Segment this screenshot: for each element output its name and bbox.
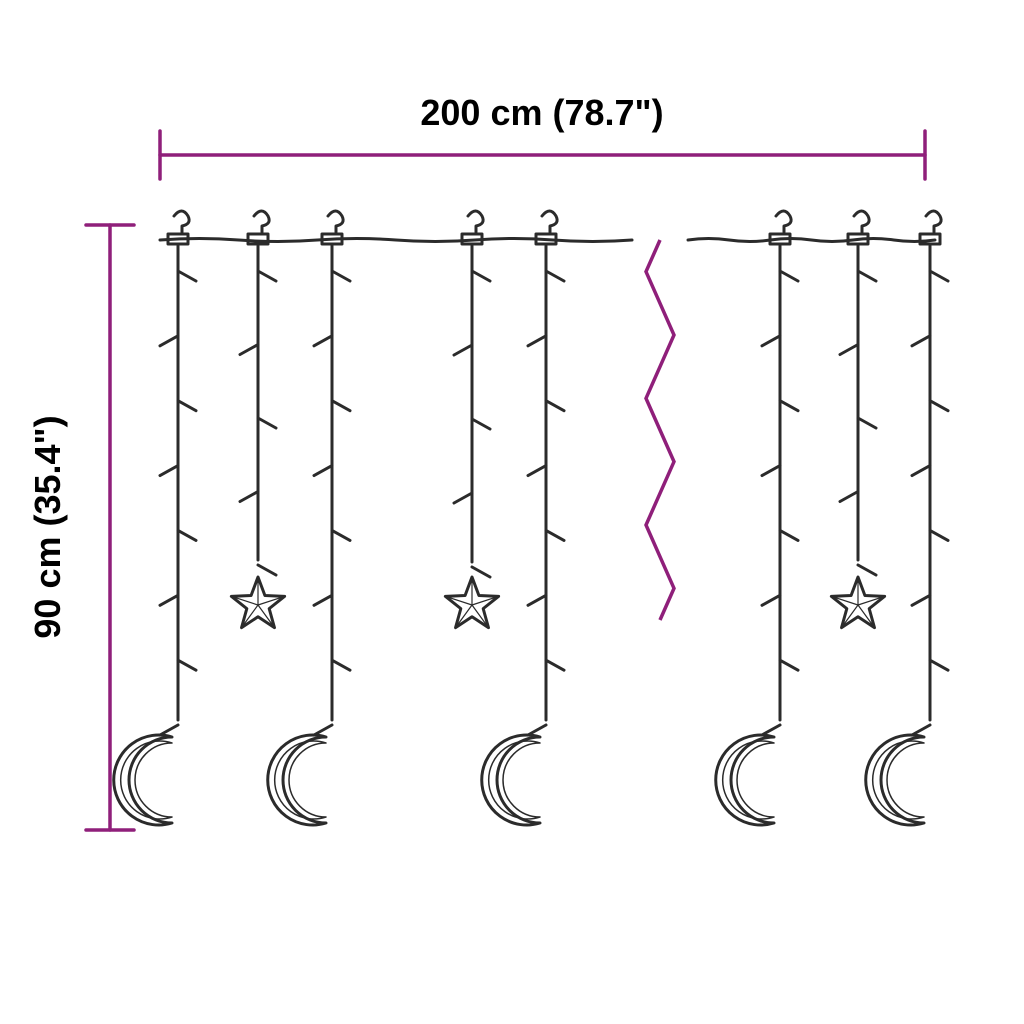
hook-icon	[926, 211, 941, 232]
top-wire-right	[688, 239, 935, 242]
strand-star	[831, 246, 884, 628]
strand-moon	[716, 246, 798, 825]
moon-icon	[866, 735, 924, 825]
break-mark	[646, 240, 674, 620]
width-label: 200 cm (78.7")	[420, 92, 663, 133]
strand-moon	[866, 246, 948, 825]
dimension-lines	[86, 131, 925, 830]
clip-hook	[248, 211, 269, 244]
product-drawing	[114, 211, 948, 825]
clip-hook	[920, 211, 941, 244]
hook-icon	[174, 211, 189, 232]
height-label: 90 cm (35.4")	[27, 415, 68, 638]
clip-body	[920, 234, 940, 244]
hook-icon	[254, 211, 269, 232]
hook-icon	[776, 211, 791, 232]
hook-icon	[854, 211, 869, 232]
hook-icon	[328, 211, 343, 232]
strand-star	[231, 246, 284, 628]
moon-icon	[716, 735, 774, 825]
moon-icon	[114, 735, 172, 825]
moon-icon	[482, 735, 540, 825]
strand-moon	[268, 246, 350, 825]
strand-moon	[482, 246, 564, 825]
hook-icon	[542, 211, 557, 232]
hook-icon	[468, 211, 483, 232]
clip-body	[248, 234, 268, 244]
top-wire-left	[160, 239, 632, 242]
strand-star	[445, 246, 498, 628]
strand-moon	[114, 246, 196, 825]
moon-icon	[268, 735, 326, 825]
